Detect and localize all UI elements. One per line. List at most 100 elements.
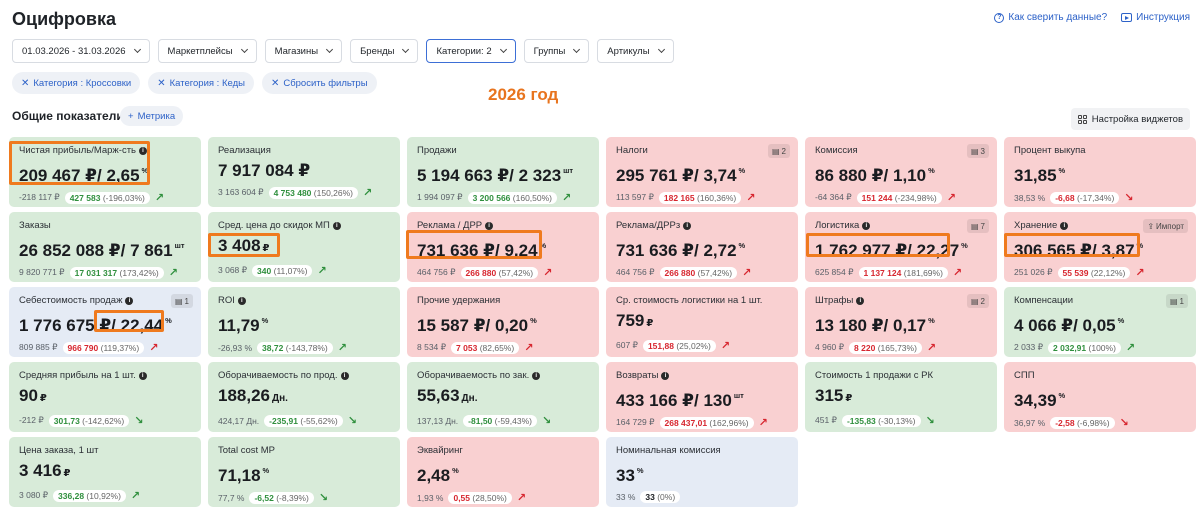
trend-up-icon: ↗ bbox=[168, 267, 178, 279]
metric-unit: ₽ bbox=[63, 468, 71, 479]
close-icon[interactable]: ✕ bbox=[21, 77, 30, 89]
previous-value: 3 163 604 ₽ bbox=[218, 187, 264, 197]
delta-percent: (-142,62%) bbox=[82, 415, 125, 426]
metric-badge[interactable]: ▤ 2 bbox=[966, 294, 989, 308]
metric-card[interactable]: Оборачиваемость по зак. i 55,63 Дн. 137,13 Д… bbox=[407, 362, 599, 432]
info-icon[interactable]: i bbox=[138, 371, 147, 380]
metric-badge[interactable]: ▤ 2 bbox=[767, 144, 790, 158]
metric-card[interactable]: Средняя прибыль на 1 шт. i 90 ₽ -212 ₽ 301,73… bbox=[9, 362, 201, 432]
metric-card[interactable]: Хранение i ⇪ Импорт 306 565 ₽/ 3,87% 251 026 … bbox=[1004, 212, 1196, 282]
metric-card[interactable]: Компенсации ▤ 1 4 066 ₽/ 0,05% 2 033 ₽ 2 032,… bbox=[1004, 287, 1196, 357]
info-icon[interactable]: i bbox=[340, 371, 349, 380]
metric-badge[interactable]: ▤ 1 bbox=[170, 294, 193, 308]
metric-title-text: Штрафы bbox=[815, 295, 854, 306]
metric-title: Продажи bbox=[417, 145, 590, 156]
stores-dropdown[interactable]: Магазины bbox=[264, 39, 343, 63]
info-icon[interactable]: i bbox=[683, 221, 692, 230]
metric-card[interactable]: Себестоимость продаж i ▤ 1 1 776 675 ₽/ 22,4… bbox=[9, 287, 201, 357]
metric-title: Цена заказа, 1 шт bbox=[19, 445, 192, 456]
metric-unit: % bbox=[262, 466, 270, 475]
metric-card[interactable]: Логистика i ▤ 7 1 762 977 ₽/ 22,27% 625 854 ₽… bbox=[805, 212, 997, 282]
reset-filters-label: Сбросить фильтры bbox=[283, 77, 368, 89]
reset-filters-button[interactable]: ✕ Сбросить фильтры bbox=[261, 72, 377, 94]
marketplaces-dropdown[interactable]: Маркетплейсы bbox=[157, 39, 257, 63]
info-icon[interactable]: i bbox=[532, 371, 541, 380]
metric-card[interactable]: Налоги ▤ 2 295 761 ₽/ 3,74% 113 597 ₽ 182 165… bbox=[606, 137, 798, 207]
instruction-link[interactable]: Инструкция bbox=[1121, 12, 1190, 23]
info-icon[interactable]: i bbox=[237, 296, 246, 305]
metric-badge[interactable]: ▤ 1 bbox=[1165, 294, 1188, 308]
info-icon[interactable]: i bbox=[125, 296, 134, 305]
previous-value: 36,97 % bbox=[1014, 417, 1046, 428]
help-link[interactable]: ? Как сверить данные? bbox=[994, 12, 1107, 23]
filter-bar: 01.03.2026 - 31.03.2026 Маркетплейсы Маг… bbox=[12, 39, 674, 63]
metric-value: 7 917 084 ₽ bbox=[218, 161, 391, 181]
metric-card[interactable]: Возвраты i 433 166 ₽/ 130 шт 164 729 ₽ 268 43… bbox=[606, 362, 798, 432]
metric-comparison: 77,7 % -6,52 (-8,39%) ↘ bbox=[218, 491, 391, 504]
metric-card[interactable]: Реализация 7 917 084 ₽ 3 163 604 ₽ 4 753 48… bbox=[208, 137, 400, 207]
metric-title-text: Оборачиваемость по прод. bbox=[218, 370, 338, 381]
trend-down-icon: ↘ bbox=[925, 415, 935, 427]
metric-card[interactable]: Ср. стоимость логистики на 1 шт. 759 ₽607 … bbox=[606, 287, 798, 357]
metric-card[interactable]: Прочие удержания 15 587 ₽/ 0,20% 8 534 ₽ 7 … bbox=[407, 287, 599, 357]
metric-card[interactable]: СПП 34,39% 36,97 % -2,58 (-6,98%) ↘ bbox=[1004, 362, 1196, 432]
metric-value: 759 ₽ bbox=[616, 311, 789, 334]
info-icon[interactable]: i bbox=[661, 371, 670, 380]
metric-card[interactable]: Реклама / ДРР i 731 636 ₽/ 9,24% 464 756 ₽ 2… bbox=[407, 212, 599, 282]
date-range-dropdown[interactable]: 01.03.2026 - 31.03.2026 bbox=[12, 39, 150, 63]
close-icon: ✕ bbox=[270, 77, 280, 89]
metric-card[interactable]: Номинальная комиссия 33% 33 % 33 (0%) bbox=[606, 437, 798, 507]
widget-settings-button[interactable]: Настройка виджетов bbox=[1070, 108, 1190, 130]
metric-badge[interactable]: ▤ 3 bbox=[966, 144, 989, 158]
delta-pill: 1 137 124 (181,69%) bbox=[858, 266, 948, 279]
add-metric-label: Метрика bbox=[137, 110, 176, 122]
categories-dropdown[interactable]: Категории: 2 bbox=[426, 39, 516, 63]
groups-dropdown[interactable]: Группы bbox=[523, 39, 590, 63]
info-icon[interactable]: i bbox=[139, 146, 147, 155]
metric-title-text: Средняя прибыль на 1 шт. bbox=[19, 370, 136, 381]
metric-card[interactable]: Total cost MP 71,18% 77,7 % -6,52 (-8,39%) ↘ bbox=[208, 437, 400, 507]
filter-chip-label: Категория : Кроссовки bbox=[33, 77, 132, 89]
info-icon[interactable]: i bbox=[1060, 221, 1069, 230]
metric-value: 26 852 088 ₽/ 7 861 шт bbox=[19, 236, 192, 261]
metric-card[interactable]: Стоимость 1 продажи с РК 315 ₽451 ₽ -135,83… bbox=[805, 362, 997, 432]
previous-value: 464 756 ₽ bbox=[616, 267, 655, 277]
metric-card[interactable]: Заказы 26 852 088 ₽/ 7 861 шт 9 820 771 ₽ 17… bbox=[9, 212, 201, 282]
metric-card[interactable]: ROI i 11,79% -26,93 % 38,72 (-143,78%) ↗ bbox=[208, 287, 400, 357]
metric-card[interactable]: Оборачиваемость по прод. i 188,26 Дн. 424,17… bbox=[208, 362, 400, 432]
brands-dropdown[interactable]: Бренды bbox=[350, 39, 419, 63]
plus-icon: + bbox=[128, 110, 134, 122]
document-icon: ▤ bbox=[1169, 296, 1178, 306]
previous-value: 424,17 Дн. bbox=[218, 415, 260, 426]
metric-badge-label: Импорт bbox=[1156, 221, 1184, 231]
metric-title: Логистика i bbox=[815, 220, 988, 231]
delta-value: 268 437,01 bbox=[664, 417, 708, 428]
close-icon[interactable]: ✕ bbox=[157, 77, 166, 89]
info-icon[interactable]: i bbox=[856, 296, 865, 305]
metric-card[interactable]: Реклама/ДРРз i 731 636 ₽/ 2,72% 464 756 ₽ 26… bbox=[606, 212, 798, 282]
metric-badge[interactable]: ▤ 7 bbox=[966, 219, 989, 233]
metric-unit: % bbox=[1058, 166, 1066, 175]
metric-title-text: Себестоимость продаж bbox=[19, 295, 123, 306]
filter-chip-keds[interactable]: ✕ Категория : Кеды bbox=[148, 72, 254, 94]
metric-card[interactable]: Процент выкупа 31,85% 38,53 % -6,68 (-17,34… bbox=[1004, 137, 1196, 207]
articles-dropdown[interactable]: Артикулы bbox=[597, 39, 674, 63]
metric-card[interactable]: Эквайринг 2,48% 1,93 % 0,55 (28,50%) ↗ bbox=[407, 437, 599, 507]
metric-title-text: Хранение bbox=[1014, 220, 1058, 231]
metric-value-text: 4 066 ₽/ 0,05 bbox=[1014, 316, 1116, 335]
metric-comparison: 9 820 771 ₽ 17 031 317 (173,42%) ↗ bbox=[19, 266, 192, 279]
metric-badge[interactable]: ⇪ Импорт bbox=[1143, 219, 1188, 233]
info-icon[interactable]: i bbox=[485, 221, 494, 230]
metric-card[interactable]: Комиссия ▤ 3 86 880 ₽/ 1,10% -64 364 ₽ 151 24… bbox=[805, 137, 997, 207]
info-icon[interactable]: i bbox=[332, 221, 341, 230]
metric-card[interactable]: Штрафы i ▤ 2 13 180 ₽/ 0,17% 4 960 ₽8 220 (16… bbox=[805, 287, 997, 357]
metric-value-text: 759 bbox=[616, 311, 645, 330]
metric-card[interactable]: Продажи 5 194 663 ₽/ 2 323 шт 1 994 097 ₽ 3 … bbox=[407, 137, 599, 207]
metric-card[interactable]: Чистая прибыль/Марж-сть i 209 467 ₽/ 2,65%… bbox=[9, 137, 201, 207]
metric-card[interactable]: Цена заказа, 1 шт 3 416 ₽3 080 ₽336,28 (10… bbox=[9, 437, 201, 507]
add-metric-button[interactable]: + Метрика bbox=[120, 106, 184, 126]
info-icon[interactable]: i bbox=[862, 221, 871, 230]
metric-card[interactable]: Сред. цена до скидок МП i 3 408 ₽3 068 ₽340… bbox=[208, 212, 400, 282]
metric-title-text: Сред. цена до скидок МП bbox=[218, 220, 330, 231]
filter-chip-sneakers[interactable]: ✕ Категория : Кроссовки bbox=[12, 72, 141, 94]
